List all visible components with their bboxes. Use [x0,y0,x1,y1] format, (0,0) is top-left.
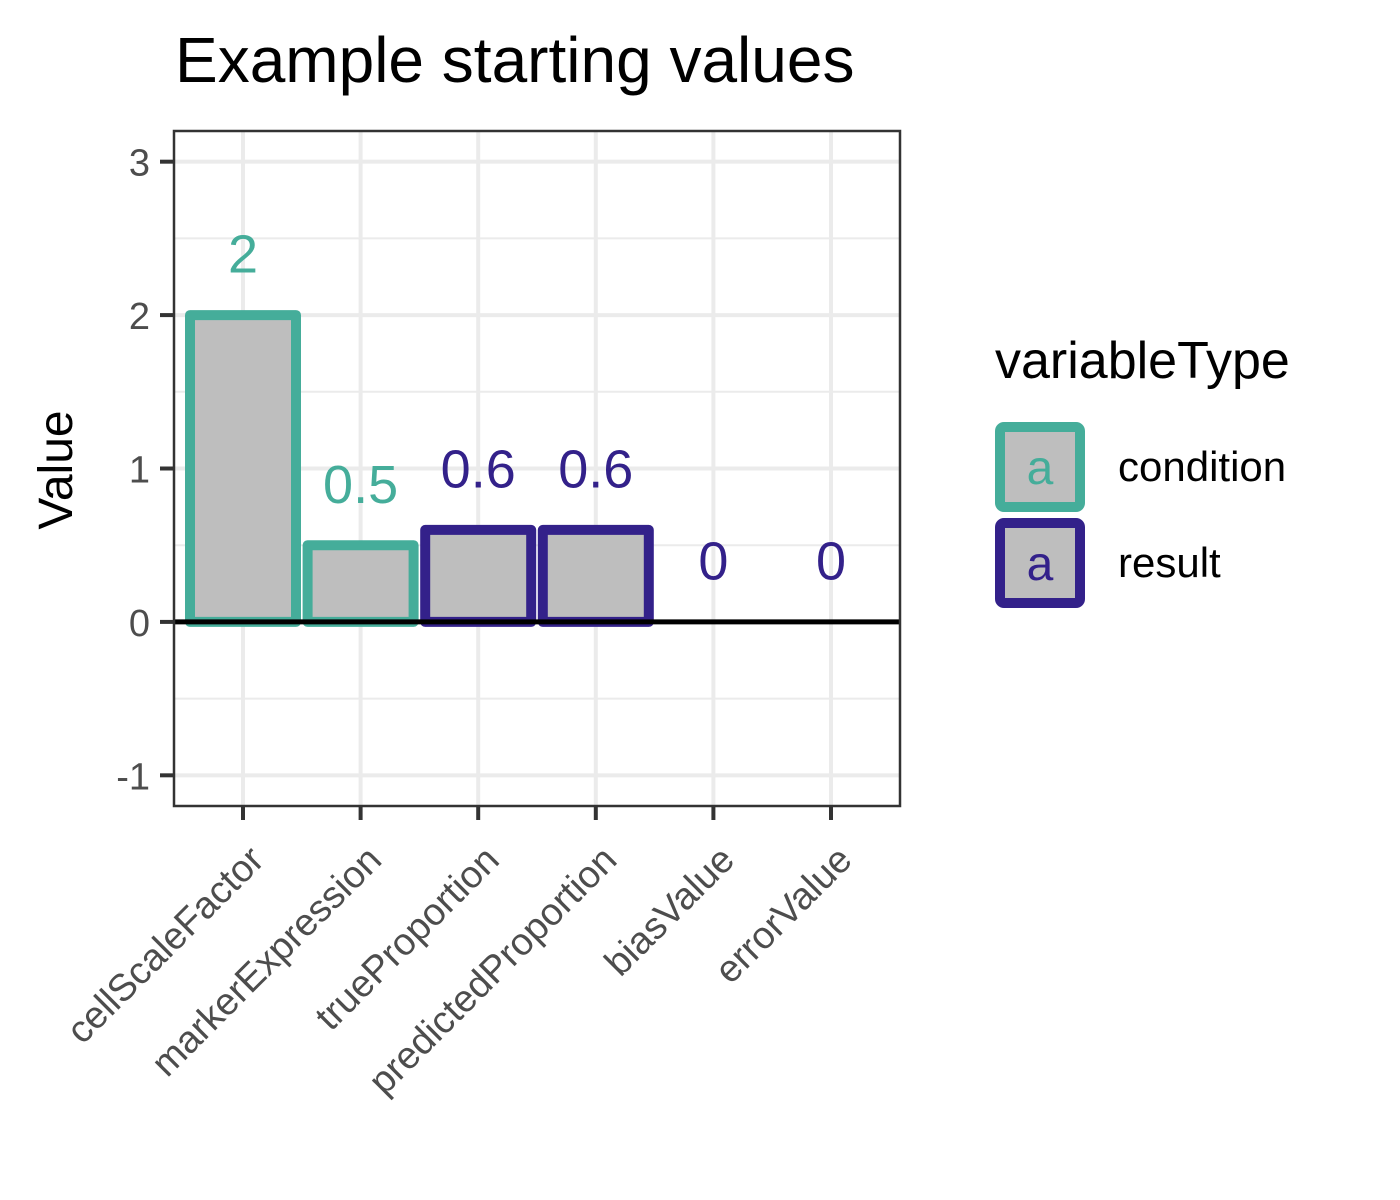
legend-label: condition [1118,443,1286,490]
legend-key [995,518,1085,608]
bar [302,540,419,627]
y-tick-label: 2 [129,296,150,338]
x-tick-label: cellScaleFactor [59,838,273,1052]
data-label: 0.6 [441,440,516,500]
y-tick-label: 0 [129,603,150,645]
y-tick-label: -1 [116,756,150,798]
data-label: 0 [698,532,728,592]
bar [185,310,301,627]
plot-panel: 2 0.5 0.6 0.6 0 0 -1 0 1 2 3 cellScaleFactormarkerE… [59,129,902,1103]
x-tick-label: markerExpression [144,839,390,1085]
chart-title: Example starting values [175,24,854,96]
legend-key-glyph: a [1027,538,1054,591]
data-label: 0 [816,532,846,592]
data-label: 0.6 [558,440,633,500]
data-label: 2 [228,225,258,285]
bar [537,524,654,627]
y-tick-label: 1 [129,450,150,492]
data-label: 0.5 [323,455,398,515]
y-tick-label: 3 [129,143,150,185]
y-axis-label: Value [30,410,83,529]
bar [420,524,537,627]
legend-title: variableType [995,332,1290,390]
legend-key [995,422,1085,512]
legend: variableType a condition a result [995,332,1290,608]
legend-label: result [1118,539,1221,586]
legend-key-glyph: a [1027,442,1054,495]
